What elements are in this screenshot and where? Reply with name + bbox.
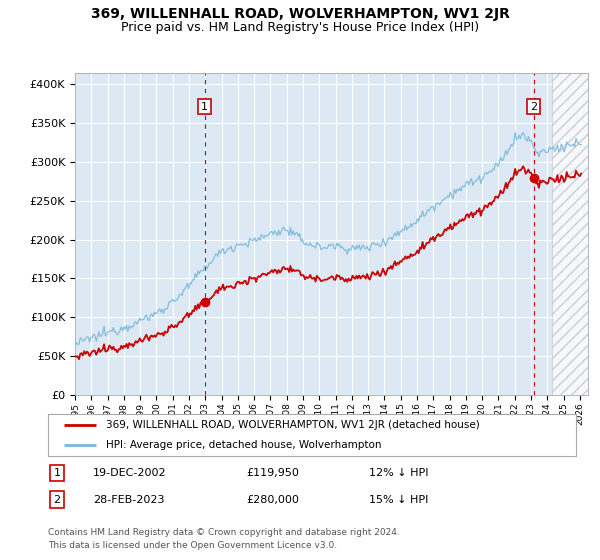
Text: 1: 1 [201, 101, 208, 111]
Text: £280,000: £280,000 [246, 494, 299, 505]
Text: 15% ↓ HPI: 15% ↓ HPI [369, 494, 428, 505]
Text: 2: 2 [53, 494, 61, 505]
Text: £119,950: £119,950 [246, 468, 299, 478]
Text: 28-FEB-2023: 28-FEB-2023 [93, 494, 164, 505]
Text: 19-DEC-2002: 19-DEC-2002 [93, 468, 167, 478]
Text: HPI: Average price, detached house, Wolverhampton: HPI: Average price, detached house, Wolv… [106, 440, 382, 450]
Text: Contains HM Land Registry data © Crown copyright and database right 2024.
This d: Contains HM Land Registry data © Crown c… [48, 528, 400, 550]
Text: 369, WILLENHALL ROAD, WOLVERHAMPTON, WV1 2JR (detached house): 369, WILLENHALL ROAD, WOLVERHAMPTON, WV1… [106, 420, 480, 430]
Text: 369, WILLENHALL ROAD, WOLVERHAMPTON, WV1 2JR: 369, WILLENHALL ROAD, WOLVERHAMPTON, WV1… [91, 7, 509, 21]
Text: 1: 1 [53, 468, 61, 478]
Text: 2: 2 [530, 101, 537, 111]
Text: Price paid vs. HM Land Registry's House Price Index (HPI): Price paid vs. HM Land Registry's House … [121, 21, 479, 34]
Polygon shape [552, 73, 588, 395]
Text: 12% ↓ HPI: 12% ↓ HPI [369, 468, 428, 478]
